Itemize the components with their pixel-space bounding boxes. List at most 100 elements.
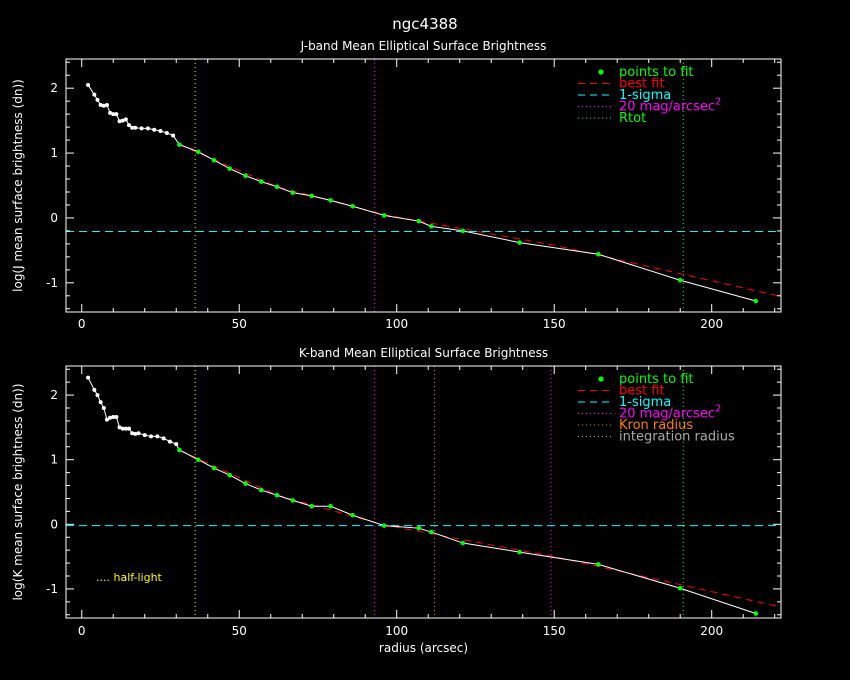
fit-point (309, 193, 314, 199)
legend-label: Rtot (619, 111, 646, 126)
fit-point (596, 562, 601, 567)
legend-superscript: 2 (715, 97, 721, 108)
data-point (152, 127, 157, 132)
fit-point (381, 213, 387, 218)
data-point (171, 133, 176, 138)
fit-point (416, 525, 422, 531)
fit-point (211, 157, 217, 163)
data-point (114, 112, 119, 117)
x-tick-label: 200 (700, 624, 723, 638)
data-point (111, 415, 116, 420)
y-axis-label: log(K mean surface brightness (dn)) (11, 383, 25, 600)
x-tick-label: 100 (385, 624, 408, 638)
data-point (101, 103, 106, 108)
fit-point (243, 481, 248, 486)
data-point (167, 439, 172, 444)
fit-point (753, 298, 759, 304)
fit-point (227, 166, 233, 171)
fit-point (243, 173, 248, 179)
data-point (130, 431, 135, 436)
fit-point (460, 540, 466, 546)
fit-point (290, 190, 296, 195)
data-point (108, 110, 113, 115)
fit-point (517, 240, 522, 245)
data-point (104, 417, 109, 422)
data-point (130, 125, 135, 130)
data-point (161, 436, 166, 441)
data-point (126, 123, 131, 128)
fit-point (350, 203, 355, 209)
x-tick-label: 50 (232, 624, 247, 638)
fit-point (381, 523, 387, 528)
chart-title: J-band Mean Elliptical Surface Brightnes… (300, 39, 547, 53)
fit-point (195, 457, 201, 462)
data-point (101, 406, 106, 410)
data-point (139, 126, 144, 131)
data-point (136, 431, 141, 436)
axes-frame (65, 58, 782, 313)
k-band-panel: K-band Mean Elliptical Surface Brightnes… (11, 346, 782, 655)
j-band-panel: J-band Mean Elliptical Surface Brightnes… (11, 39, 782, 331)
data-point (123, 117, 128, 122)
fit-point (274, 184, 280, 190)
data-point (114, 415, 119, 420)
data-point (133, 431, 138, 436)
legend-label: 1-sigma (619, 395, 671, 410)
y-axis-label: log(J mean surface brightness (dn)) (11, 79, 25, 292)
fit-point (753, 611, 759, 616)
data-point (120, 426, 125, 431)
fit-point (195, 149, 201, 155)
fit-point (596, 251, 601, 257)
fit-point (460, 228, 466, 234)
legend-marker (598, 376, 604, 382)
data-point (149, 434, 154, 439)
legend-marker (598, 69, 604, 75)
fit-point (258, 179, 264, 184)
data-point (95, 393, 100, 398)
data-point (126, 426, 131, 431)
legend-label: best fit (619, 384, 665, 399)
data-point (111, 112, 116, 117)
legend-label: 20 mag/arcsec2 (619, 404, 721, 422)
y-tick-label: 2 (50, 388, 58, 402)
chart-title: K-band Mean Elliptical Surface Brightnes… (299, 346, 548, 360)
y-tick-label: 1 (50, 146, 58, 160)
data-point (98, 400, 103, 405)
fit-point (429, 529, 434, 535)
y-tick-label: 2 (50, 81, 58, 95)
data-point (98, 103, 103, 108)
y-tick-label: -1 (46, 582, 58, 596)
data-point (86, 82, 91, 87)
legend-label: points to fit (619, 65, 694, 80)
x-tick-label: 150 (543, 624, 566, 638)
axes-frame (65, 365, 782, 619)
x-tick-label: 200 (700, 317, 723, 331)
data-point (158, 129, 163, 134)
data-point (155, 434, 160, 439)
data-point (164, 130, 169, 135)
best-fit-line (179, 449, 782, 608)
data-point (104, 103, 109, 108)
x-tick-label: 100 (385, 317, 408, 331)
best-fit-line (179, 144, 782, 297)
legend-label: 20 mag/arcsec2 (619, 97, 721, 115)
legend-label: points to fit (619, 372, 694, 387)
x-axis-label: radius (arcsec) (379, 641, 468, 655)
data-point (86, 375, 91, 380)
data-point (133, 125, 138, 130)
data-point (117, 119, 122, 124)
data-point (145, 126, 150, 131)
y-tick-label: -1 (46, 276, 58, 290)
fit-point (274, 492, 280, 498)
y-tick-label: 1 (50, 453, 58, 467)
legend-label: best fit (619, 77, 665, 92)
data-point (142, 433, 147, 438)
data-point (117, 425, 122, 430)
x-tick-label: 0 (78, 317, 86, 331)
data-point (120, 118, 125, 123)
fit-point (258, 487, 264, 493)
legend-label: Kron radius (619, 418, 693, 433)
fit-point (429, 224, 434, 229)
data-point (174, 442, 179, 447)
half-light-label: .... half-light (96, 571, 163, 584)
